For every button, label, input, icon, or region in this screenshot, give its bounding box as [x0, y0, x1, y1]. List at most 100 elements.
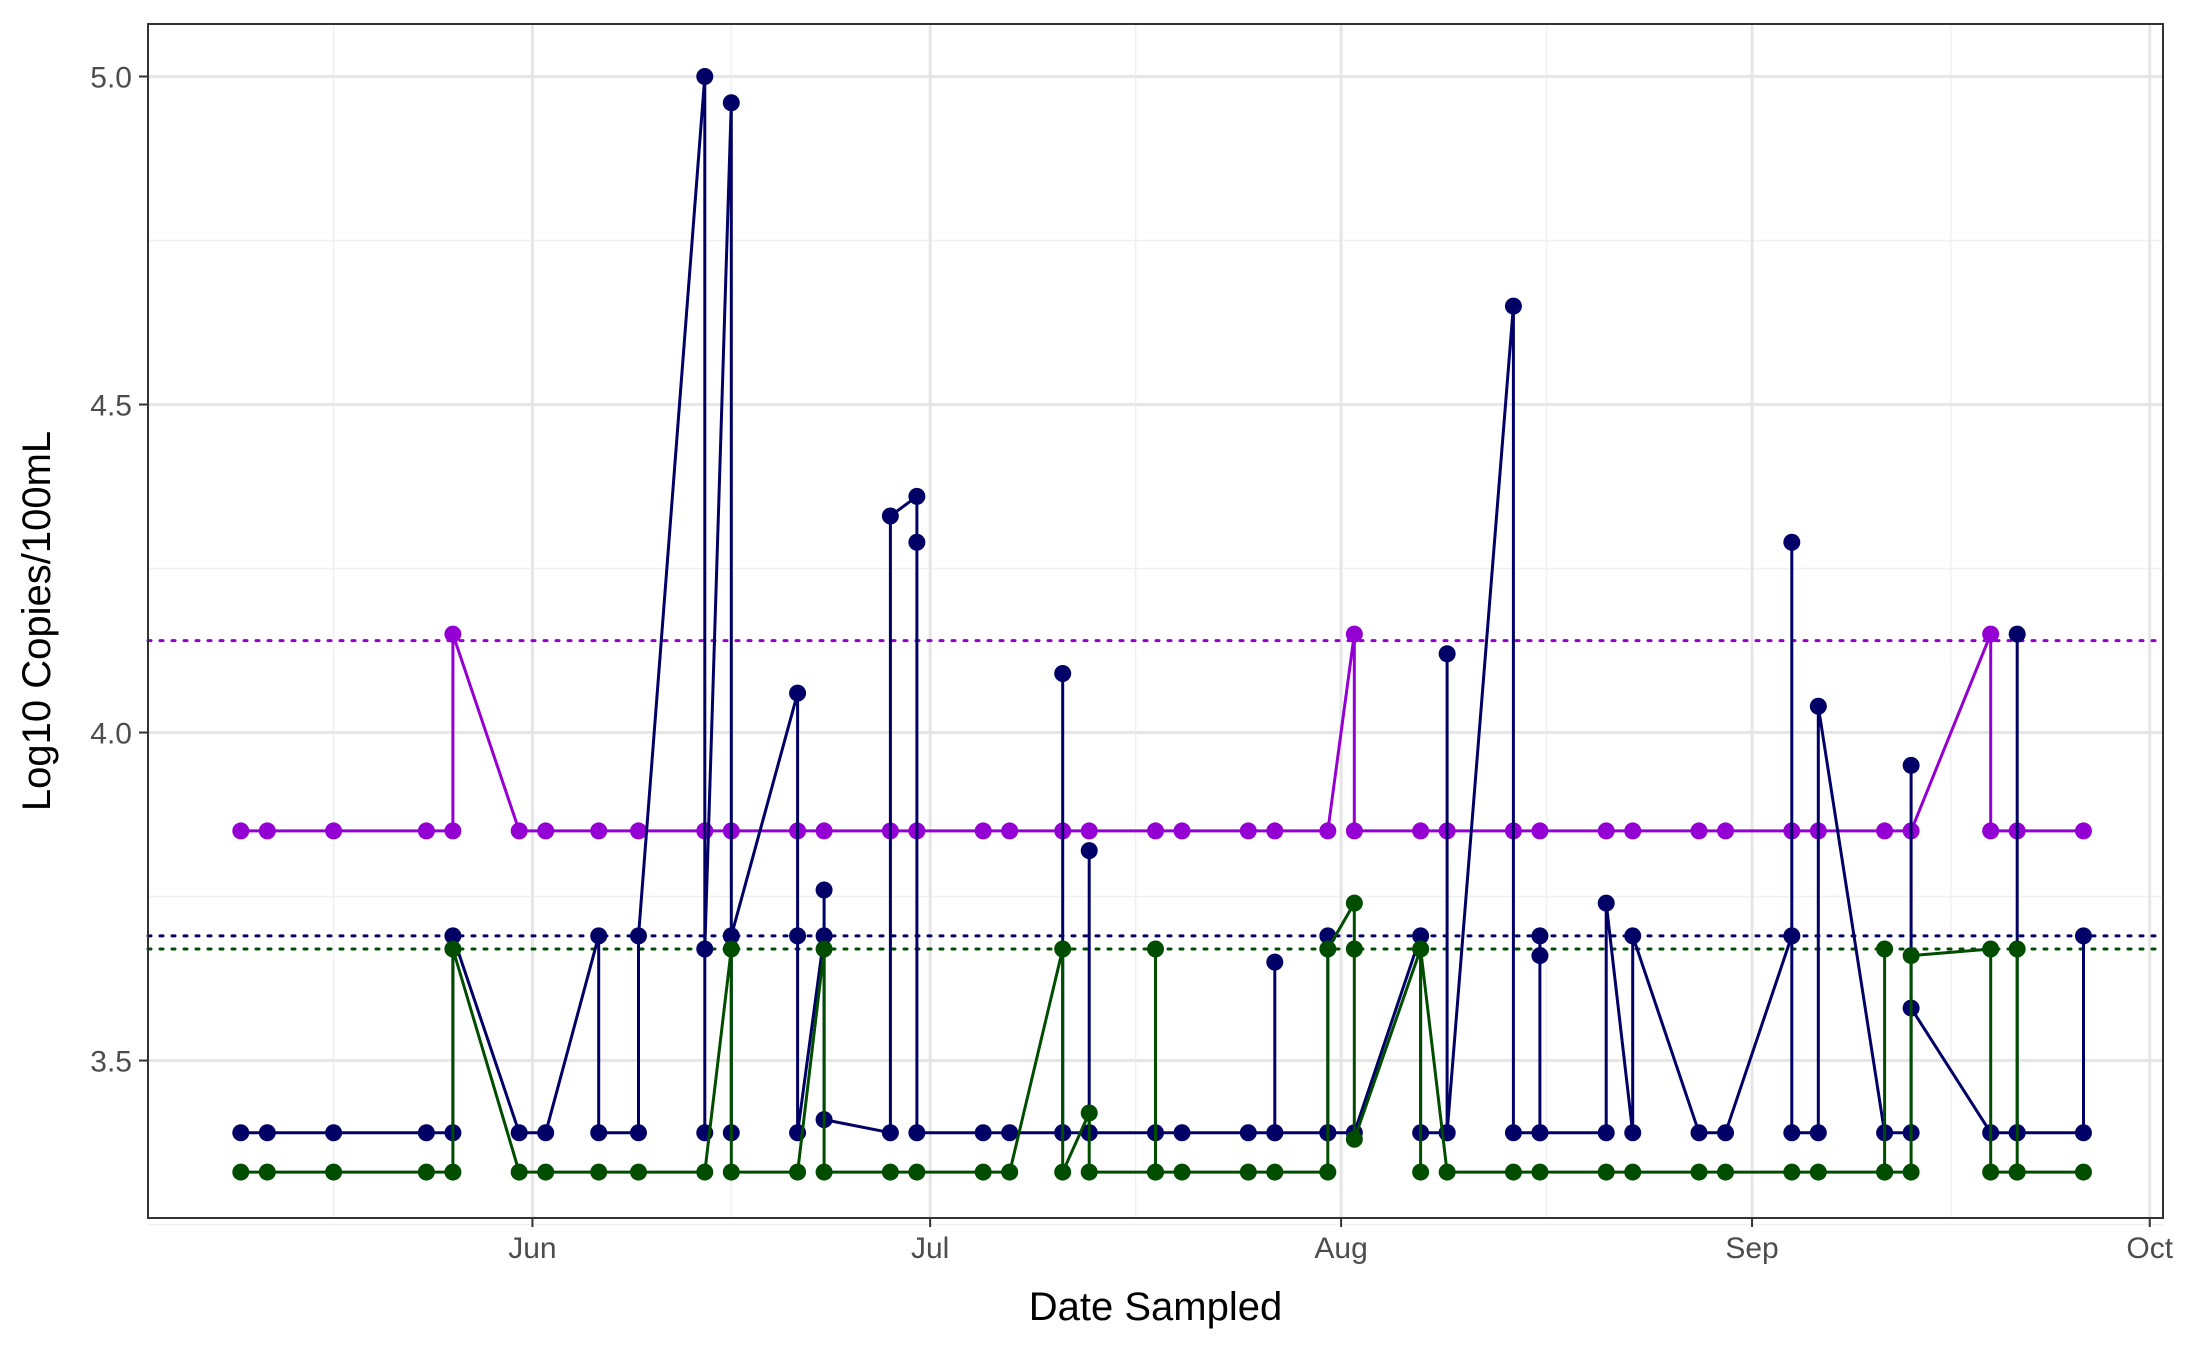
y-tick-label: 4.5: [90, 390, 132, 423]
data-point: [2008, 940, 2026, 958]
data-point: [1504, 297, 1522, 315]
data-point: [590, 822, 608, 840]
data-point: [1624, 1124, 1642, 1142]
data-point: [1597, 1124, 1615, 1142]
data-point: [1147, 822, 1164, 840]
data-point: [232, 1163, 250, 1181]
data-point: [1173, 1124, 1191, 1142]
data-point: [2074, 822, 2092, 840]
data-point: [1717, 1163, 1735, 1181]
data-point: [444, 1163, 462, 1181]
y-tick-label: 4.0: [90, 718, 132, 751]
data-point: [325, 1163, 343, 1181]
data-point: [789, 684, 807, 702]
y-axis: 3.5 4.0 4.5 5.0: [90, 61, 148, 1079]
y-axis-title: Log10 Copies/100mL: [15, 431, 59, 811]
data-point: [629, 1124, 647, 1142]
data-point: [1266, 1163, 1284, 1181]
data-point: [1239, 822, 1257, 840]
data-point: [1412, 1163, 1430, 1181]
data-point: [444, 927, 462, 945]
data-point: [881, 507, 899, 525]
x-tick-label: Jun: [508, 1232, 556, 1265]
data-point: [1266, 1124, 1284, 1142]
x-tick-label: Jul: [911, 1232, 949, 1265]
data-point: [1783, 1163, 1801, 1181]
data-point: [1597, 894, 1615, 912]
data-point: [2008, 1163, 2026, 1181]
data-point: [537, 1124, 555, 1142]
data-point: [444, 822, 462, 840]
data-point: [1147, 1163, 1164, 1181]
data-point: [1345, 822, 1363, 840]
data-point: [1531, 822, 1549, 840]
x-tick-label: Sep: [1725, 1232, 1778, 1265]
data-point: [232, 1124, 250, 1142]
data-point: [537, 822, 555, 840]
x-tick-label: Oct: [2126, 1232, 2173, 1265]
data-point: [1624, 1163, 1642, 1181]
data-point: [1239, 1163, 1257, 1181]
data-point: [417, 1124, 435, 1142]
data-point: [974, 1163, 992, 1181]
data-point: [1345, 894, 1363, 912]
data-point: [1239, 1124, 1257, 1142]
data-point: [1982, 822, 2000, 840]
data-point: [696, 67, 714, 85]
data-point: [1054, 1163, 1072, 1181]
data-point: [722, 927, 740, 945]
data-point: [908, 533, 926, 551]
data-point: [629, 927, 647, 945]
data-point: [1412, 940, 1430, 958]
data-point: [881, 1163, 899, 1181]
data-point: [696, 940, 714, 958]
data-point: [1319, 822, 1337, 840]
data-point: [1783, 533, 1801, 551]
data-point: [1319, 1163, 1337, 1181]
data-point: [1531, 1124, 1549, 1142]
y-tick-label: 3.5: [90, 1046, 132, 1079]
data-point: [722, 1163, 740, 1181]
data-point: [1690, 1163, 1708, 1181]
data-point: [1783, 1124, 1801, 1142]
data-point: [1412, 822, 1430, 840]
data-point: [1717, 1124, 1735, 1142]
data-point: [1597, 1163, 1615, 1181]
data-point: [1876, 940, 1894, 958]
data-point: [1717, 822, 1735, 840]
data-point: [2008, 625, 2026, 643]
data-point: [908, 1124, 926, 1142]
data-point: [1690, 822, 1708, 840]
x-tick-label: Aug: [1314, 1232, 1367, 1265]
data-point: [1809, 697, 1827, 715]
data-point: [1783, 927, 1801, 945]
data-point: [1080, 1163, 1098, 1181]
data-point: [974, 1124, 992, 1142]
y-tick-label: 5.0: [90, 61, 132, 94]
x-axis: Jun Jul Aug Sep Oct: [508, 1218, 2174, 1265]
data-point: [1809, 1163, 1827, 1181]
plot-panel-border: [147, 23, 2164, 1219]
series-group: [232, 67, 2092, 1142]
data-point: [789, 927, 807, 945]
data-point: [696, 1163, 714, 1181]
data-point: [1597, 822, 1615, 840]
data-point: [232, 822, 250, 840]
data-point: [1345, 940, 1363, 958]
data-point: [815, 940, 833, 958]
data-point: [1504, 1124, 1522, 1142]
data-point: [1438, 1163, 1456, 1181]
data-point: [1266, 953, 1284, 971]
data-point: [510, 822, 528, 840]
data-point: [1001, 1163, 1019, 1181]
data-point: [2074, 1124, 2092, 1142]
data-point: [1982, 1163, 2000, 1181]
data-point: [1054, 664, 1072, 682]
data-point: [510, 1124, 528, 1142]
data-point: [1504, 1163, 1522, 1181]
data-point: [815, 1163, 833, 1181]
data-point: [1080, 1104, 1098, 1122]
data-point: [1876, 1163, 1894, 1181]
